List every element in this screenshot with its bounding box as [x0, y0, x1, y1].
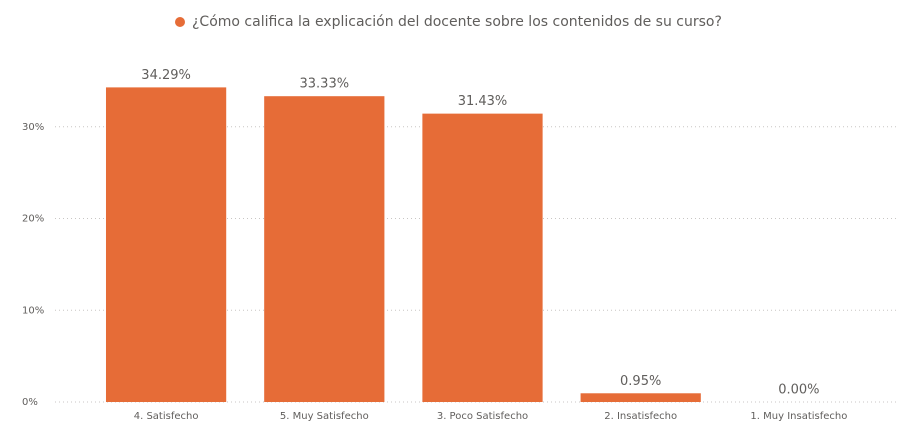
- legend-swatch: [175, 17, 185, 27]
- data-label: 0.95%: [620, 374, 661, 389]
- x-tick-label: 1. Muy Insatisfecho: [750, 411, 847, 422]
- data-label: 33.33%: [300, 77, 350, 92]
- data-label: 34.29%: [141, 68, 191, 83]
- x-tick-label: 5. Muy Satisfecho: [280, 411, 369, 422]
- legend-label: ¿Cómo califica la explicación del docent…: [192, 14, 722, 30]
- y-tick-label: 20%: [22, 214, 44, 225]
- x-tick-label: 2. Insatisfecho: [604, 411, 677, 422]
- data-label: 31.43%: [458, 94, 508, 109]
- y-tick-label: 10%: [22, 305, 44, 316]
- data-label: 0.00%: [778, 383, 819, 398]
- x-tick-label: 4. Satisfecho: [134, 411, 199, 422]
- bar: [422, 113, 543, 402]
- y-tick-label: 30%: [22, 122, 44, 133]
- y-tick-label: 0%: [22, 397, 38, 408]
- x-tick-label: 3. Poco Satisfecho: [437, 411, 528, 422]
- bar: [580, 393, 701, 402]
- bar: [105, 87, 227, 402]
- bar: [264, 96, 385, 402]
